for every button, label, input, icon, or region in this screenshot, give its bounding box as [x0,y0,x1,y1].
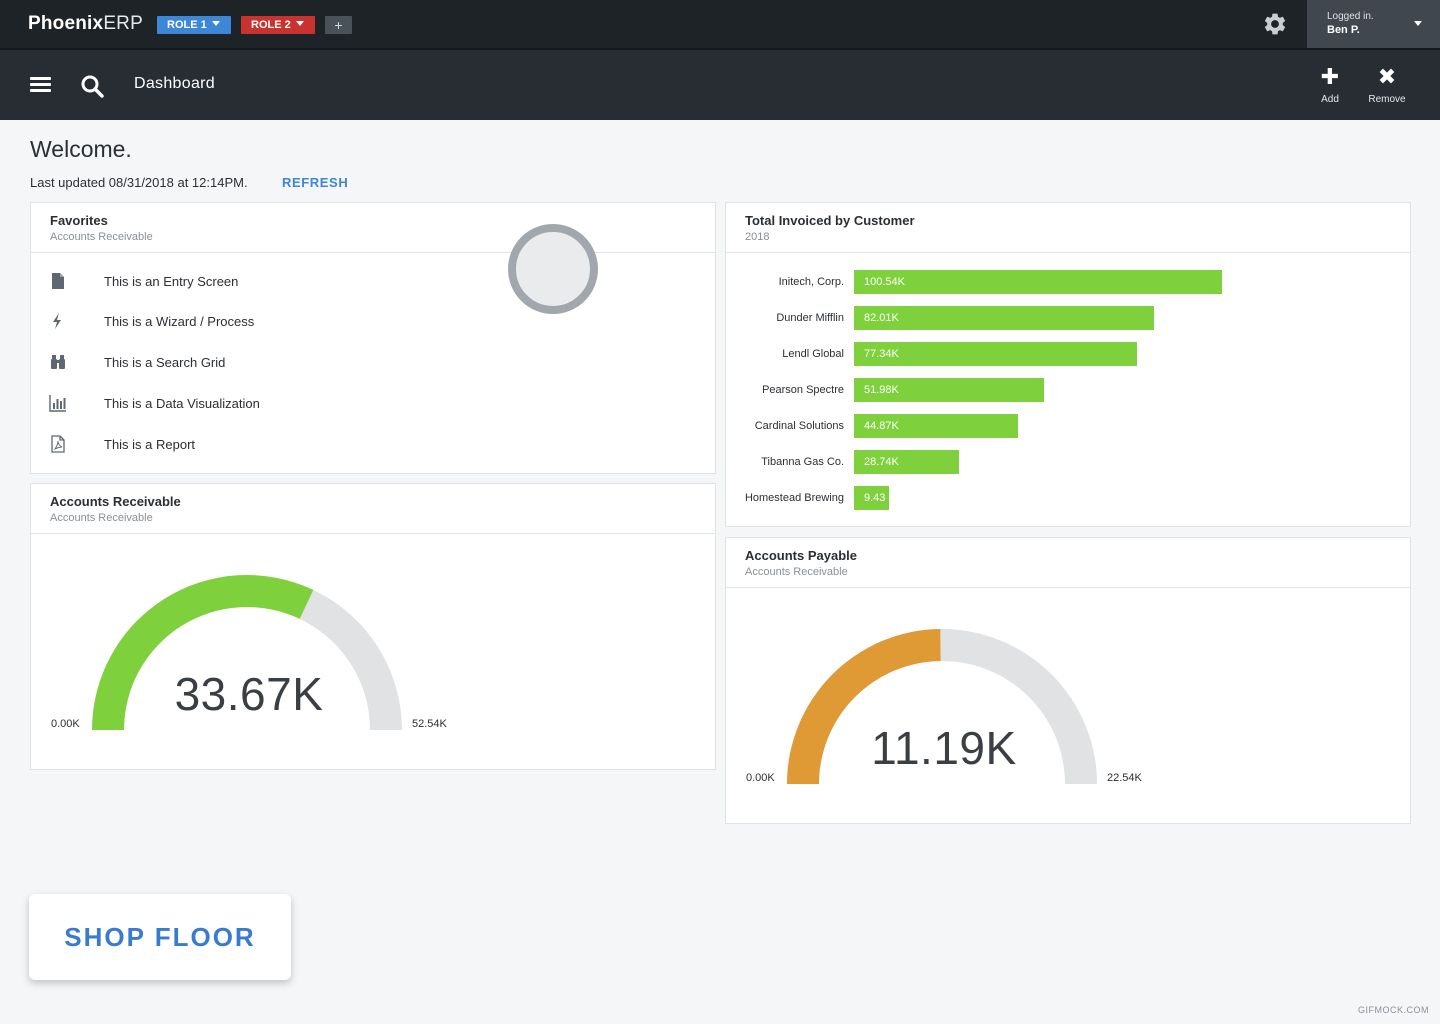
receivable-gauge [92,574,402,730]
bar-value-label: 28.74K [864,456,899,468]
plus-icon: ✚ [1320,64,1340,89]
gauge-max-label: 22.54K [1107,772,1142,784]
bar[interactable]: 28.74K [854,450,960,474]
user-name: Ben P. [1327,24,1360,36]
bar-category-label: Homestead Brewing [744,492,844,504]
payable-gauge [787,629,1097,784]
gauge-fill [92,574,314,730]
caret-down-icon [211,21,220,26]
watermark: GIFMOCK.COM [1358,1005,1429,1015]
shop-floor-button[interactable]: SHOP FLOOR [29,894,291,980]
bar[interactable]: 100.54K [854,270,1222,294]
role-2-dropdown[interactable]: ROLE 2 [241,16,315,34]
card-title: Accounts Payable [745,548,857,563]
card-subtitle: Accounts Receivable [50,231,153,243]
favorites-card: Favorites Accounts Receivable This is an… [30,202,716,474]
bar-value-label: 44.87K [864,420,899,432]
bar[interactable]: 9.43 [854,486,889,510]
card-header: Accounts Receivable Accounts Receivable [31,484,715,534]
add-button[interactable]: ✚ Add [1302,66,1358,110]
card-title: Accounts Receivable [50,494,181,509]
card-title: Favorites [50,213,108,228]
favorite-item-report[interactable]: This is a Report [31,427,715,463]
card-header: Favorites Accounts Receivable [31,203,715,253]
toolbar: Dashboard ✚ Add ✖ Remove [0,48,1440,120]
gauge-fill [787,629,941,784]
favorite-item-entry-screen[interactable]: This is an Entry Screen [31,264,715,300]
card-subtitle: Accounts Receivable [745,566,848,578]
user-menu[interactable]: Logged in. Ben P. [1307,0,1440,48]
favorite-item-data-visualization[interactable]: This is a Data Visualization [31,386,715,422]
favorite-item-wizard[interactable]: This is a Wizard / Process [31,304,715,340]
close-icon: ✖ [1377,64,1397,89]
bar[interactable]: 44.87K [854,414,1019,438]
accounts-payable-card: Accounts Payable Accounts Receivable 11.… [725,537,1411,824]
welcome-heading: Welcome. [30,136,132,162]
bar-category-label: Pearson Spectre [762,384,844,396]
page-title: Dashboard [134,75,215,92]
accounts-receivable-card: Accounts Receivable Accounts Receivable … [30,483,716,770]
loading-spinner-icon [508,224,598,314]
gear-icon[interactable] [1262,11,1288,37]
lightning-icon [53,313,61,329]
bar[interactable]: 51.98K [854,378,1045,402]
bar-category-label: Lendl Global [782,348,844,360]
bar-category-label: Cardinal Solutions [754,420,844,432]
binoculars-icon [51,355,65,369]
bar-category-label: Initech, Corp. [778,276,844,288]
caret-down-icon [1414,21,1422,26]
favorite-item-search-grid[interactable]: This is a Search Grid [31,345,715,381]
brand-logo[interactable]: PhoenixERP [28,13,143,34]
last-updated-text: Last updated 08/31/2018 at 12:14PM. [30,175,248,190]
refresh-link[interactable]: REFRESH [282,175,349,190]
bar[interactable]: 77.34K [854,342,1138,366]
file-icon [52,273,64,289]
bar-value-label: 9.43 [864,492,886,504]
card-header: Accounts Payable Accounts Receivable [726,538,1410,588]
card-subtitle: 2018 [745,231,770,243]
login-status: Logged in. [1327,11,1374,22]
card-subtitle: Accounts Receivable [50,512,153,524]
search-icon[interactable] [80,74,104,98]
total-invoiced-card: Total Invoiced by Customer 2018 Initech,… [725,202,1411,527]
bar-category-label: Tibanna Gas Co. [761,456,844,468]
gauge-value: 33.67K [174,668,324,720]
bar-value-label: 77.34K [864,348,899,360]
remove-button[interactable]: ✖ Remove [1359,66,1415,110]
bar[interactable]: 82.01K [854,306,1155,330]
gauge-min-label: 0.00K [746,772,775,784]
add-role-button[interactable]: + [325,16,352,34]
invoiced-bar-chart: Initech, Corp. 100.54K Dunder Mifflin 82.01… [726,254,1410,526]
top-bar: PhoenixERP ROLE 1 ROLE 2 + Logged in. Be… [0,0,1440,48]
pdf-icon [51,435,65,453]
gauge-value: 11.19K [871,722,1017,774]
caret-down-icon [295,21,304,26]
bar-value-label: 51.98K [864,384,899,396]
card-header: Total Invoiced by Customer 2018 [726,203,1410,253]
gauge-max-label: 52.54K [412,718,447,730]
hamburger-menu-icon[interactable] [30,77,51,93]
bar-value-label: 82.01K [864,312,899,324]
card-title: Total Invoiced by Customer [745,213,915,228]
bar-category-label: Dunder Mifflin [776,312,844,324]
bar-chart-icon [49,395,66,412]
role-1-dropdown[interactable]: ROLE 1 [157,16,231,34]
bar-value-label: 100.54K [864,276,905,288]
gauge-min-label: 0.00K [51,718,80,730]
